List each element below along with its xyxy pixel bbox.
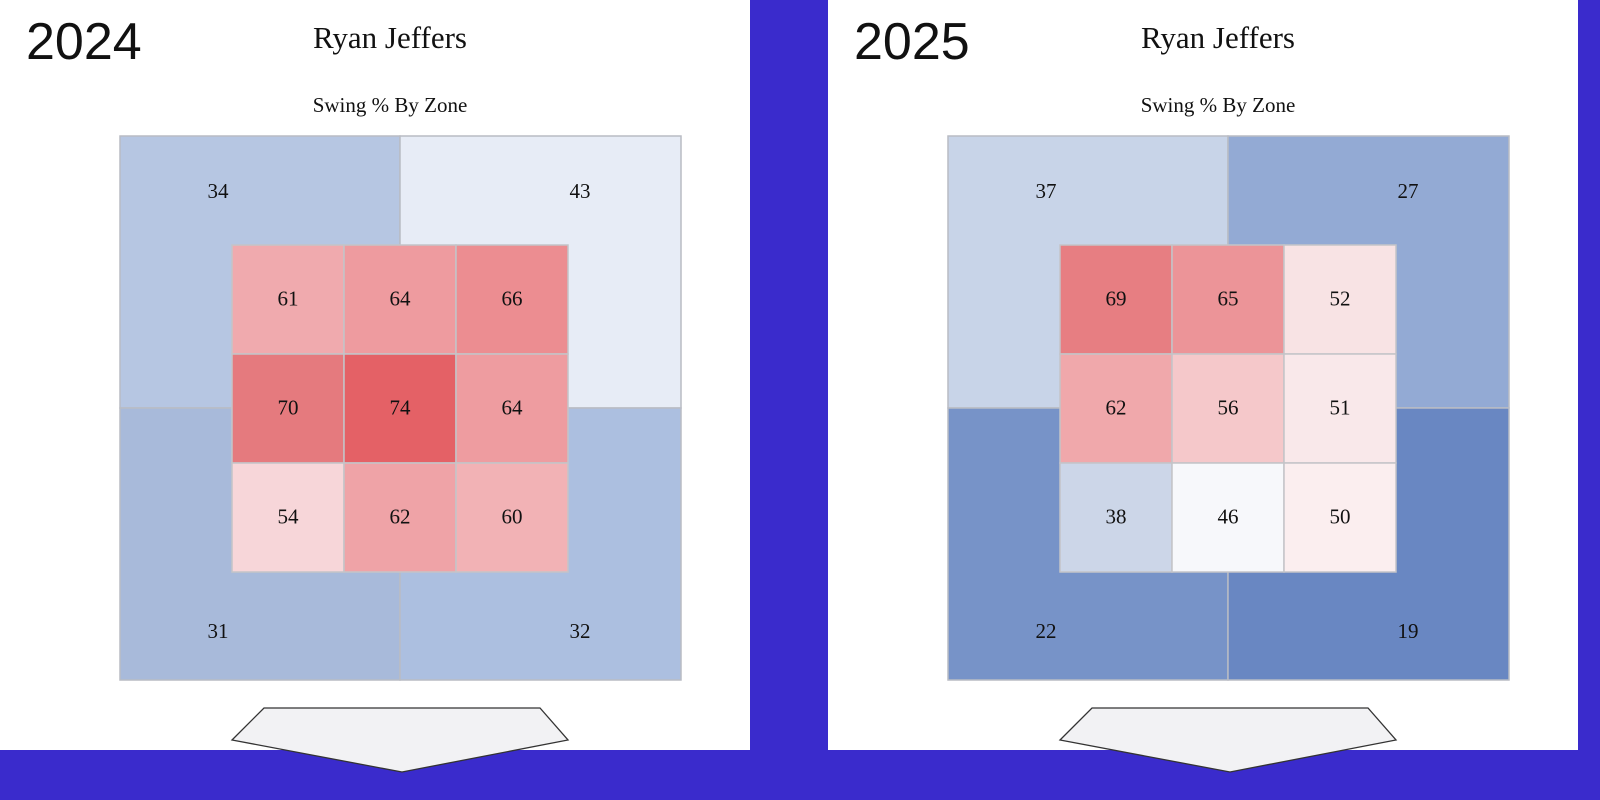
zone-cell-label: 50 — [1330, 504, 1351, 528]
zone-cell-label: 64 — [502, 395, 524, 419]
outer-zone-label: 34 — [208, 179, 230, 203]
zone-cell-label: 61 — [278, 286, 299, 310]
outer-zone-label: 43 — [570, 179, 591, 203]
chart-title: Ryan Jeffers — [1140, 20, 1295, 55]
zone-cell — [231, 462, 345, 573]
zone-cell-label: 62 — [390, 504, 411, 528]
zone-cell — [455, 462, 569, 573]
zone-cell — [343, 244, 457, 355]
zone-cell-label: 54 — [278, 504, 300, 528]
zone-cell-label: 60 — [502, 504, 523, 528]
zone-cell-label: 52 — [1330, 286, 1351, 310]
zone-cell-label: 65 — [1218, 286, 1239, 310]
zone-cell-label: 66 — [502, 286, 523, 310]
zone-cell-label: 70 — [278, 395, 299, 419]
zone-cell — [455, 353, 569, 464]
zone-cell-label: 56 — [1218, 395, 1239, 419]
zone-cell — [1283, 353, 1397, 464]
chart-panel-2025: 2025 Ryan Jeffers Swing % By Zone 37 27 22… — [828, 0, 1578, 773]
zone-cell-label: 46 — [1218, 504, 1239, 528]
zone-cell — [1171, 353, 1285, 464]
chart-title: Ryan Jeffers — [312, 20, 467, 55]
chart-panel-2024: 2024 Ryan Jeffers Swing % By Zone 34 43 31… — [0, 0, 750, 773]
zone-cell-label: 51 — [1330, 395, 1351, 419]
zone-heatmap: 34 43 31 32 61 64 66 70 74 64 54 62 60 — [119, 135, 682, 773]
zone-heatmap: 37 27 22 19 69 65 52 62 56 51 38 46 50 — [947, 135, 1510, 773]
outer-zone-label: 27 — [1398, 179, 1419, 203]
outer-zone-label: 22 — [1036, 619, 1057, 643]
zone-cell — [231, 353, 345, 464]
zone-cell-label: 74 — [390, 395, 412, 419]
zone-cell — [455, 244, 569, 355]
zone-cell — [1283, 462, 1397, 573]
zone-cell — [1171, 462, 1285, 573]
zone-cell-label: 38 — [1106, 504, 1127, 528]
zone-cell-label: 69 — [1106, 286, 1127, 310]
outer-zone-label: 32 — [570, 619, 591, 643]
zone-cell — [1059, 462, 1173, 573]
outer-zone-label: 19 — [1398, 619, 1419, 643]
chart-subtitle: Swing % By Zone — [1140, 93, 1296, 117]
zone-cell — [1059, 244, 1173, 355]
chart-subtitle: Swing % By Zone — [312, 93, 468, 117]
year-label: 2024 — [26, 13, 142, 71]
outer-zone-label: 31 — [208, 619, 229, 643]
zone-cell-label: 62 — [1106, 395, 1127, 419]
year-label: 2025 — [854, 13, 970, 71]
zone-cell — [1059, 353, 1173, 464]
zone-cell-label: 64 — [390, 286, 412, 310]
home-plate — [1058, 707, 1398, 773]
outer-zone-label: 37 — [1036, 179, 1057, 203]
home-plate — [230, 707, 570, 773]
zone-cell — [343, 353, 457, 464]
zone-cell — [1171, 244, 1285, 355]
